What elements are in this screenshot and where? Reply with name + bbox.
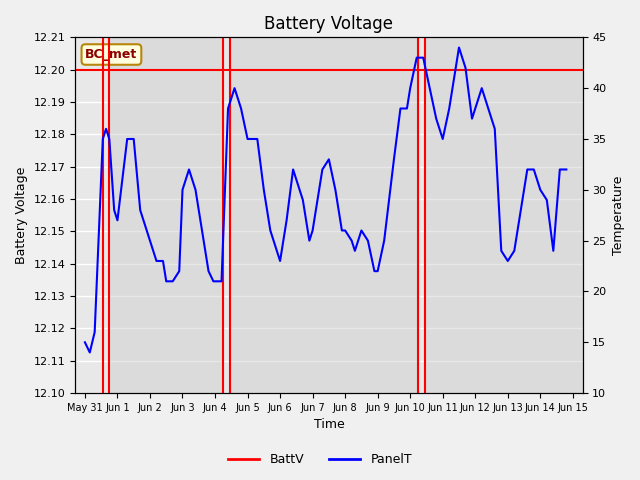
Y-axis label: Battery Voltage: Battery Voltage bbox=[15, 167, 28, 264]
Bar bbox=[230, 37, 419, 393]
Text: BC_met: BC_met bbox=[85, 48, 138, 61]
X-axis label: Time: Time bbox=[314, 419, 344, 432]
Legend: BattV, PanelT: BattV, PanelT bbox=[223, 448, 417, 471]
Y-axis label: Temperature: Temperature bbox=[612, 176, 625, 255]
Bar bbox=[425, 37, 582, 393]
Title: Battery Voltage: Battery Voltage bbox=[264, 15, 394, 33]
Bar bbox=[109, 37, 223, 393]
